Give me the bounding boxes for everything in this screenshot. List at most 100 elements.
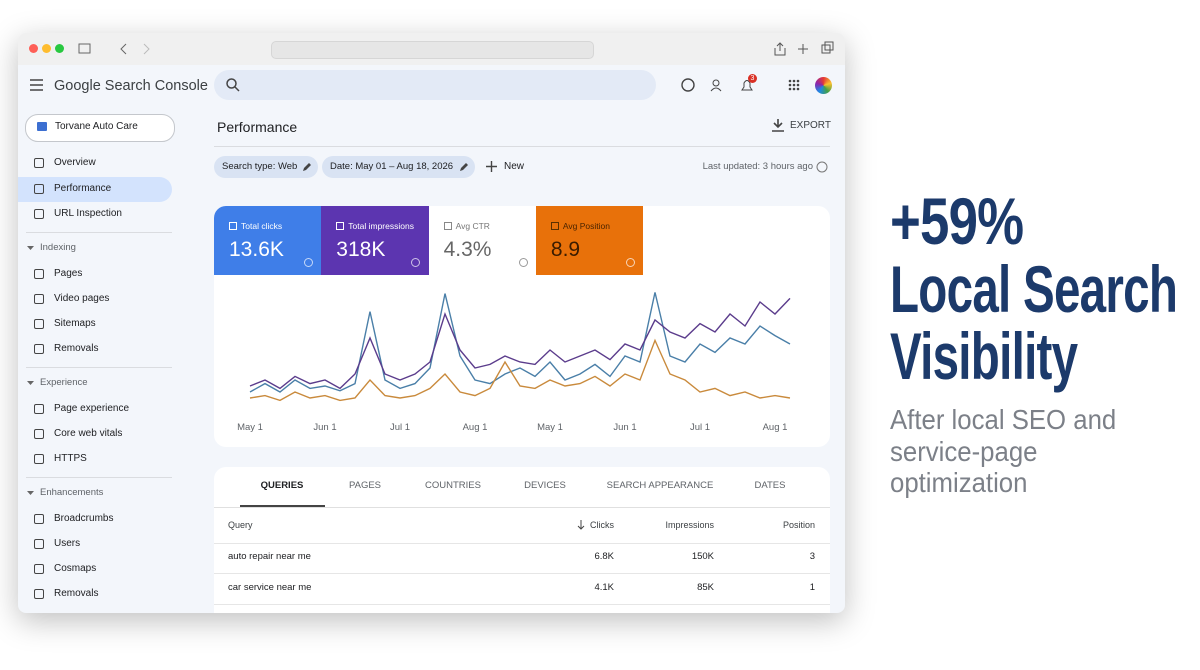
headline-title: Local Search bbox=[890, 252, 1178, 326]
add-icon bbox=[486, 161, 497, 172]
metric-label: Total clicks bbox=[241, 220, 283, 231]
column-header[interactable]: Position bbox=[782, 519, 815, 530]
column-header[interactable]: Impressions bbox=[665, 519, 714, 530]
tab[interactable]: PAGES bbox=[348, 480, 382, 492]
x-tick-label: Jul 1 bbox=[390, 422, 410, 433]
nav-item[interactable]: Core web vitals bbox=[54, 427, 123, 439]
filter-label: Date: May 01 – Aug 18, 2026 bbox=[330, 161, 454, 173]
nav-item[interactable]: Removals bbox=[54, 343, 99, 355]
browser-window: Google Search Console 3 Torvane Auto Care O… bbox=[18, 33, 845, 613]
metric-help bbox=[304, 258, 313, 267]
search-bar[interactable] bbox=[214, 70, 656, 100]
metric-value: 8.9 bbox=[550, 237, 581, 261]
section-caret bbox=[27, 491, 34, 495]
metric-help bbox=[518, 258, 528, 267]
page-title: Performance bbox=[217, 119, 298, 135]
address-bar[interactable] bbox=[271, 41, 594, 59]
export-icon bbox=[772, 119, 784, 132]
nav-item[interactable]: Users bbox=[54, 537, 81, 549]
nav-item[interactable]: URL Inspection bbox=[54, 208, 122, 219]
x-tick-label: Jun 1 bbox=[613, 422, 636, 433]
headline-subtitle: After local SEO and bbox=[890, 404, 1117, 435]
headline-title: Visibility bbox=[890, 319, 1078, 393]
window-control[interactable] bbox=[55, 44, 64, 53]
avatar[interactable] bbox=[815, 77, 832, 94]
metric-card[interactable] bbox=[321, 206, 429, 275]
metric-label: Avg Position bbox=[562, 220, 610, 231]
column-header[interactable]: Clicks bbox=[590, 519, 614, 530]
menu-button bbox=[30, 79, 43, 91]
edit-icon bbox=[303, 163, 311, 171]
tab[interactable]: DATES bbox=[754, 480, 786, 492]
nav-item[interactable]: Broadcrumbs bbox=[54, 512, 114, 524]
metric-checkbox bbox=[550, 222, 559, 230]
nav-item[interactable]: Video pages bbox=[54, 292, 110, 304]
nav-item[interactable]: Performance bbox=[54, 183, 112, 194]
column-header[interactable]: Query bbox=[228, 519, 253, 530]
tab-indicator bbox=[240, 505, 325, 507]
tab[interactable]: DEVICES bbox=[524, 480, 566, 492]
x-tick-label: May 1 bbox=[537, 422, 563, 433]
metric-checkbox bbox=[229, 222, 237, 230]
window-control[interactable] bbox=[42, 44, 51, 53]
section-caret bbox=[27, 246, 34, 250]
nav-icons bbox=[78, 43, 150, 55]
new-filter[interactable]: New bbox=[504, 161, 525, 172]
export-button[interactable]: EXPORT bbox=[790, 120, 831, 131]
table-cell: auto repair near me bbox=[228, 551, 311, 563]
section-title[interactable]: Enhancements bbox=[40, 487, 104, 499]
divider bbox=[214, 507, 830, 508]
nav-icon bbox=[34, 513, 44, 524]
metric-card[interactable] bbox=[214, 206, 322, 275]
nav-item[interactable]: Overview bbox=[54, 157, 96, 168]
table-cell: 6.8K bbox=[594, 551, 614, 563]
row-divider bbox=[214, 573, 830, 574]
nav-icon bbox=[34, 293, 44, 304]
section-title[interactable]: Experience bbox=[40, 377, 88, 389]
tab[interactable]: COUNTRIES bbox=[425, 480, 481, 492]
nav-item[interactable]: Cosmaps bbox=[54, 562, 97, 574]
divider bbox=[26, 477, 172, 478]
tab[interactable]: SEARCH APPEARANCE bbox=[606, 480, 714, 492]
nav-icon bbox=[34, 403, 44, 414]
sort-arrow bbox=[577, 520, 585, 530]
table-cell: 3 bbox=[809, 551, 815, 563]
header-icons bbox=[681, 78, 800, 92]
row-divider bbox=[214, 604, 830, 605]
notification-badge bbox=[748, 74, 757, 83]
help-icon bbox=[816, 161, 828, 173]
divider bbox=[214, 146, 830, 147]
edit-icon bbox=[460, 163, 468, 171]
metric-value: 4.3% bbox=[443, 237, 492, 261]
metric-card[interactable] bbox=[428, 206, 536, 275]
property-icon bbox=[37, 122, 47, 131]
nav-item[interactable]: Removals bbox=[54, 588, 99, 600]
metric-value: 318K bbox=[336, 237, 386, 261]
divider bbox=[26, 232, 172, 233]
tab[interactable]: QUERIES bbox=[260, 480, 304, 492]
property-selector[interactable] bbox=[25, 114, 175, 142]
nav-icon bbox=[34, 184, 44, 194]
nav-item[interactable]: Sitemaps bbox=[54, 317, 96, 329]
property-name: Torvane Auto Care bbox=[55, 121, 138, 132]
filter-chip[interactable] bbox=[322, 156, 475, 178]
nav-icon bbox=[34, 454, 44, 464]
metric-value: 13.6K bbox=[229, 237, 284, 261]
headline-subtitle: optimization bbox=[890, 467, 1028, 498]
nav-icon bbox=[34, 268, 44, 279]
metric-label: Total impressions bbox=[348, 220, 414, 231]
filter-chip[interactable] bbox=[214, 156, 318, 178]
nav-item[interactable]: Pages bbox=[54, 267, 83, 279]
section-title[interactable]: Indexing bbox=[40, 242, 76, 254]
table-cell: 4.1K bbox=[594, 582, 614, 594]
nav-item[interactable]: HTTPS bbox=[54, 453, 87, 464]
window-control[interactable] bbox=[29, 44, 38, 53]
x-tick-label: May 1 bbox=[237, 422, 263, 433]
data-line bbox=[249, 338, 791, 402]
metric-card[interactable] bbox=[535, 206, 644, 275]
data-line bbox=[249, 297, 791, 390]
metric-checkbox bbox=[443, 222, 452, 230]
nav-item[interactable]: Page experience bbox=[54, 402, 130, 414]
metric-help bbox=[625, 258, 635, 267]
